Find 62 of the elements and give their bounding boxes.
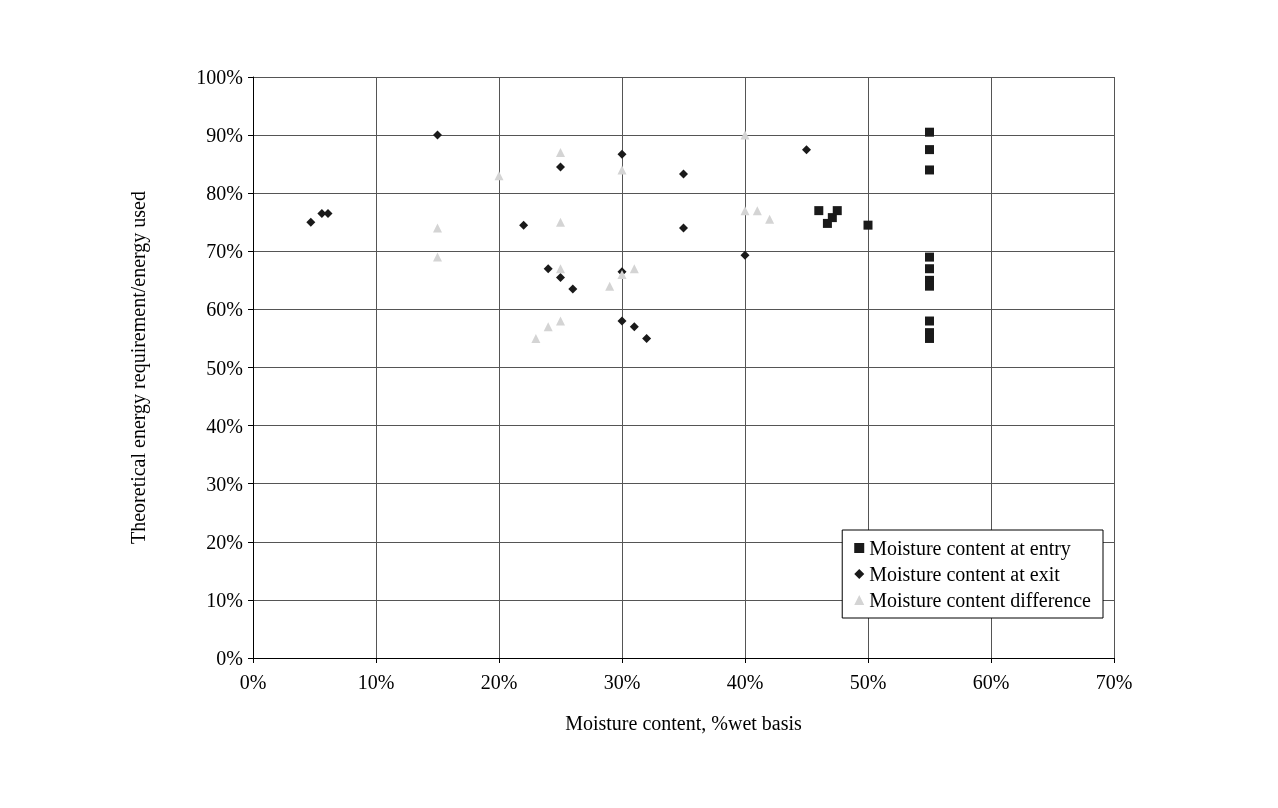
point xyxy=(863,220,873,230)
y-tick-label: 70% xyxy=(206,240,243,263)
point xyxy=(617,149,627,159)
point xyxy=(765,214,775,224)
x-tick-label: 20% xyxy=(480,671,518,693)
point xyxy=(802,145,811,155)
point xyxy=(814,206,824,216)
point xyxy=(433,223,442,233)
y-tick-label: 80% xyxy=(206,182,243,205)
point xyxy=(605,281,615,291)
point xyxy=(306,217,316,227)
x-tick-label: 50% xyxy=(849,671,887,693)
x-tick-label: 60% xyxy=(972,671,1010,693)
point xyxy=(433,252,442,262)
x-tick-label: 0% xyxy=(239,671,267,693)
point xyxy=(556,162,565,172)
point xyxy=(494,171,504,181)
legend-label: Moisture content difference xyxy=(869,589,1092,611)
point xyxy=(629,322,639,332)
x-tick-label: 40% xyxy=(726,671,764,693)
point xyxy=(925,165,934,175)
point xyxy=(679,169,688,179)
y-tick-label: 90% xyxy=(206,124,243,147)
point xyxy=(740,130,750,140)
y-tick-label: 0% xyxy=(216,647,243,669)
point xyxy=(925,316,934,326)
point xyxy=(556,316,565,326)
point xyxy=(617,316,627,326)
point xyxy=(740,206,750,216)
point xyxy=(925,145,934,155)
y-tick-label: 20% xyxy=(206,530,243,553)
y-tick-label: 40% xyxy=(206,414,243,437)
x-tick-label: 70% xyxy=(1095,671,1133,693)
point xyxy=(925,252,934,262)
point xyxy=(617,165,627,175)
point xyxy=(642,333,652,343)
point xyxy=(679,223,688,233)
legend-label: Moisture content at entry xyxy=(869,537,1071,560)
x-axis-title: Moisture content, %wet basis xyxy=(565,712,803,734)
legend-label: Moisture content at exit xyxy=(869,563,1061,585)
x-tick-label: 30% xyxy=(603,671,641,693)
point xyxy=(827,213,837,223)
y-tick-label: 10% xyxy=(206,588,243,611)
y-tick-label: 60% xyxy=(206,298,243,321)
point xyxy=(519,220,529,230)
point xyxy=(556,217,565,227)
point xyxy=(531,333,541,343)
x-tick-label: 10% xyxy=(357,671,395,693)
y-tick-label: 30% xyxy=(206,472,243,495)
point xyxy=(556,264,565,274)
y-axis-title: Theoretical energy requirement/energy used xyxy=(127,191,150,544)
point xyxy=(568,284,578,294)
point xyxy=(925,127,934,137)
y-tick-label: 100% xyxy=(196,66,243,88)
point xyxy=(543,264,553,274)
point xyxy=(556,272,565,282)
point xyxy=(925,264,934,274)
y-tick-label: 50% xyxy=(206,356,243,379)
point xyxy=(832,206,842,216)
point xyxy=(556,148,565,158)
point xyxy=(740,250,750,260)
point xyxy=(433,130,442,140)
